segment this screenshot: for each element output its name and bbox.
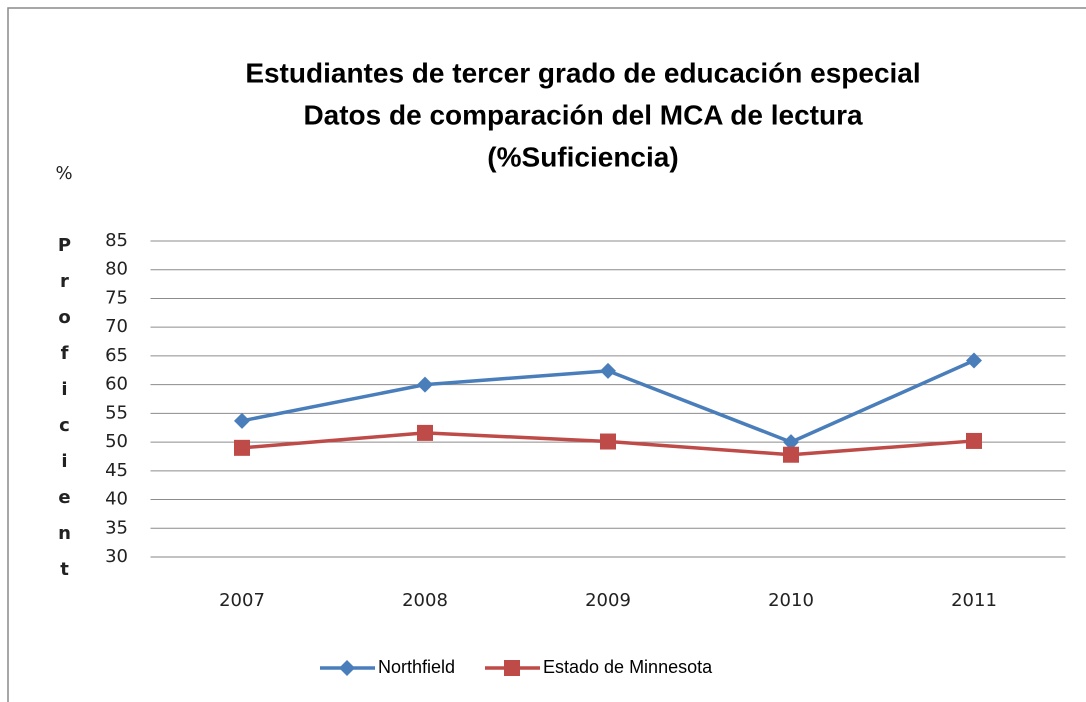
y-tick-label: 60 <box>105 374 128 395</box>
y-tick-label: 80 <box>105 259 128 280</box>
legend-marker <box>339 660 355 676</box>
y-tick-label: 55 <box>105 402 128 423</box>
legend-label: Northfield <box>378 657 455 677</box>
x-tick-label: 2011 <box>951 590 997 611</box>
y-tick-label: 85 <box>105 230 128 251</box>
x-tick-label: 2010 <box>768 590 814 611</box>
chart-frame <box>7 7 1086 702</box>
data-point <box>417 376 433 393</box>
y-axis-label: Proficient <box>54 235 75 595</box>
y-tick-label: 30 <box>105 546 128 567</box>
data-point <box>966 352 982 369</box>
y-tick-label: 75 <box>105 287 128 308</box>
legend-marker <box>504 660 520 676</box>
data-point <box>966 432 982 449</box>
data-point <box>783 434 799 451</box>
x-tick-label: 2007 <box>219 590 265 611</box>
y-tick-label: 35 <box>105 517 128 538</box>
data-point <box>417 424 433 441</box>
data-point <box>783 446 799 463</box>
data-point <box>600 362 616 379</box>
data-point <box>234 439 250 456</box>
chart-title: (%Suficiencia) <box>487 141 678 172</box>
chart-title: Estudiantes de tercer grado de educación… <box>245 57 920 88</box>
data-point <box>234 412 250 429</box>
x-tick-label: 2009 <box>585 590 631 611</box>
legend-label: Estado de Minnesota <box>543 657 713 677</box>
data-point <box>600 433 616 450</box>
x-tick-label: 2008 <box>402 590 448 611</box>
y-tick-label: 50 <box>105 431 128 452</box>
y-tick-label: 45 <box>105 460 128 481</box>
y-tick-label: 40 <box>105 489 128 510</box>
y-axis-label: % <box>55 163 72 184</box>
y-tick-label: 70 <box>105 316 128 337</box>
y-tick-label: 65 <box>105 345 128 366</box>
chart-title: Datos de comparación del MCA de lectura <box>303 99 863 130</box>
